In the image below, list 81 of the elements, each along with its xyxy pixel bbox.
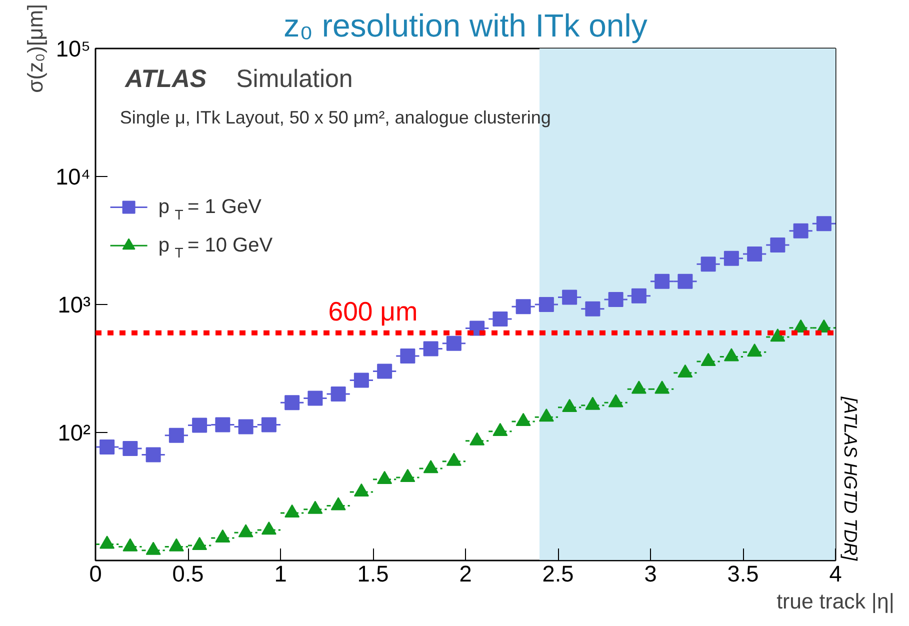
point [400, 348, 416, 364]
point [770, 238, 786, 253]
point [470, 432, 485, 446]
x-tick-label: 4 [829, 560, 842, 586]
y-tick-label: 10³ [58, 292, 91, 318]
point [308, 500, 323, 514]
point [446, 452, 462, 466]
point [516, 412, 531, 426]
point [354, 372, 369, 388]
point [816, 216, 832, 232]
point [654, 274, 670, 289]
point [238, 419, 254, 434]
x-tick-label: 3.5 [727, 560, 759, 586]
point [284, 395, 300, 410]
point [446, 336, 462, 351]
x-tick-label: 2 [459, 560, 472, 586]
point [492, 311, 508, 326]
point [192, 418, 208, 433]
point [354, 483, 369, 497]
point [330, 497, 346, 510]
point [516, 299, 531, 314]
x-tick-label: 1 [274, 560, 287, 586]
point [238, 524, 254, 538]
point [700, 256, 716, 272]
point [423, 460, 438, 474]
annotation: Single μ, ITk Layout, 50 x 50 μm², analogue clustering [120, 108, 551, 128]
point [747, 246, 762, 262]
point [793, 223, 808, 238]
point [631, 380, 646, 394]
point [770, 328, 786, 342]
point [724, 250, 739, 266]
x-tick-label: 3 [644, 560, 657, 586]
point [122, 440, 138, 456]
point [724, 348, 739, 362]
text: [ATLAS HGTD TDR] [840, 396, 860, 562]
point [608, 292, 624, 307]
x-tick-label: 2.5 [542, 560, 574, 586]
point [261, 521, 276, 535]
x-tick-label: 1.5 [357, 560, 389, 586]
x-tick-label: 0.5 [172, 560, 204, 586]
point [423, 341, 438, 356]
point [377, 364, 392, 379]
point [215, 529, 230, 542]
point [192, 536, 208, 550]
point [492, 422, 508, 436]
point [538, 408, 554, 422]
y-tick-label: 10² [58, 420, 91, 446]
point [585, 301, 600, 316]
point [631, 288, 646, 304]
point [146, 447, 161, 462]
point [400, 468, 416, 482]
chart-title: z₀ resolution with ITk only [284, 8, 648, 44]
y-tick-label: 10⁴ [56, 164, 90, 190]
point [122, 538, 138, 552]
point [100, 536, 115, 549]
point [215, 417, 230, 432]
point [585, 396, 600, 410]
point [747, 343, 762, 357]
point [700, 352, 716, 366]
annotation: ATLAS [124, 65, 207, 94]
point [562, 290, 578, 305]
point [562, 398, 578, 412]
point [330, 386, 346, 402]
x-axis-title: true track |η| [776, 590, 894, 614]
point [146, 542, 161, 555]
point [308, 390, 323, 406]
ref-line-label: 600 μm [328, 296, 418, 327]
point [608, 394, 624, 408]
point [168, 538, 184, 552]
point [168, 428, 184, 443]
point [377, 470, 392, 484]
y-axis-title: σ(z₀)[μm] [24, 4, 48, 93]
annotation: Simulation [236, 65, 353, 94]
point [284, 504, 300, 518]
point [261, 417, 276, 432]
point [678, 364, 693, 378]
y-tick-label: 10⁵ [56, 36, 90, 62]
point [538, 297, 554, 312]
point [678, 274, 693, 289]
x-tick-label: 0 [89, 560, 102, 586]
point [654, 380, 670, 394]
